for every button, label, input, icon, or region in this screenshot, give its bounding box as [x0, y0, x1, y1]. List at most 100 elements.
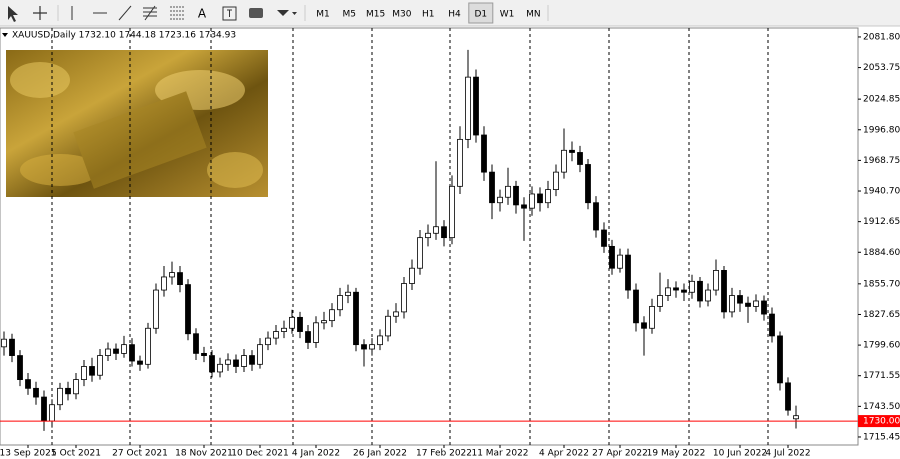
axes: 2081.80 2053.75 2024.85 1996.80 1968.75 1940.… — [0, 28, 900, 459]
timeframe-button[interactable]: H4 — [448, 10, 461, 20]
candle-body — [569, 149, 575, 153]
candle-body — [545, 189, 551, 204]
crosshair-tool[interactable] — [33, 6, 47, 20]
fibo-tool[interactable] — [170, 6, 184, 20]
y-tick-label: 2053.75 — [863, 63, 900, 73]
candle-body — [601, 229, 607, 247]
cursor-tool[interactable] — [8, 6, 18, 22]
candle-body — [241, 355, 247, 367]
y-tick-label: 2024.85 — [863, 95, 900, 105]
gold-image-texture — [10, 62, 263, 189]
candle-body — [769, 313, 775, 337]
candle-body — [153, 289, 159, 329]
candle-body — [313, 322, 319, 343]
candle-body — [617, 254, 623, 269]
candle-body — [377, 335, 383, 346]
candle-body — [273, 331, 279, 339]
candle-body — [497, 196, 503, 204]
candle-body — [481, 134, 487, 173]
candle-body — [185, 284, 191, 335]
candle-body — [697, 280, 703, 302]
candle-body — [65, 387, 71, 395]
timeframe-button[interactable]: M1 — [316, 10, 330, 20]
candle-body — [97, 355, 103, 376]
candle-body — [337, 295, 343, 311]
candle-body — [393, 311, 399, 317]
candle-body — [401, 283, 407, 313]
candle-body — [249, 355, 255, 365]
y-tick-label: 1996.80 — [863, 125, 900, 135]
candle-body — [121, 344, 127, 354]
toolbar: A M1 M5 M15 M30 H1 H4 D1 W1 MN — [0, 0, 900, 27]
x-tick-label: 19 May 2022 — [647, 449, 706, 459]
trendline-tool[interactable] — [118, 5, 132, 21]
candle-body — [265, 337, 271, 346]
label-tool[interactable] — [222, 6, 237, 21]
candle-body — [609, 245, 615, 269]
candle-body — [409, 267, 415, 284]
candle-body — [385, 315, 391, 337]
timeframe-bar: M1 M5 M15 M30 H1 H4 D1 W1 MN — [316, 2, 541, 24]
candle-body — [633, 289, 639, 324]
timeframe-button[interactable]: MN — [526, 10, 541, 20]
y-tick-label: 2081.80 — [863, 32, 900, 42]
timeframe-button[interactable]: W1 — [500, 10, 515, 20]
timeframe-button[interactable]: M15 — [366, 10, 385, 20]
x-tick-label: 4 Apr 2022 — [539, 449, 589, 459]
candle-body — [417, 237, 423, 269]
candle-body — [761, 300, 767, 315]
chart-menu-arrow[interactable] — [2, 33, 8, 37]
channel-tool[interactable] — [143, 5, 157, 21]
candle-body — [297, 316, 303, 332]
candle-body — [537, 193, 543, 204]
timeframe-button[interactable]: M5 — [343, 10, 357, 20]
x-tick-label: 17 Feb 2022 — [416, 449, 472, 459]
candle-body — [649, 306, 655, 329]
candle-body — [553, 171, 559, 191]
shapes-tool[interactable] — [249, 8, 263, 18]
candle-body — [1, 338, 7, 348]
candle-body — [489, 171, 495, 204]
candle-body — [225, 359, 231, 365]
candle-body — [521, 204, 527, 209]
candle-body — [713, 270, 719, 291]
dropdown-arrow[interactable] — [292, 12, 297, 15]
price-label: 1730.00 — [863, 417, 900, 427]
candle-body — [425, 232, 431, 239]
candle-body — [201, 352, 207, 356]
x-tick-label: 10 Dec 2021 — [231, 449, 289, 459]
candle-body — [777, 335, 783, 384]
candle-body — [233, 359, 239, 367]
text-tool[interactable]: A — [198, 7, 207, 21]
timeframe-button[interactable]: H1 — [422, 10, 435, 20]
candle-body — [513, 185, 519, 206]
candle-body — [25, 379, 31, 389]
chart-title: XAUUSD,Daily 1732.10 1744.18 1723.16 173… — [12, 31, 236, 41]
candle-body — [585, 164, 591, 204]
x-tick-label: 11 Mar 2022 — [471, 449, 528, 459]
candle-body — [561, 149, 567, 173]
y-tick-label: 1827.65 — [863, 310, 900, 320]
price-label-bg — [858, 415, 900, 428]
x-tick-label: 26 Jan 2022 — [353, 449, 407, 459]
candle-body — [217, 363, 223, 373]
candle-body — [353, 291, 359, 346]
candle-body — [33, 387, 39, 398]
candle-body — [105, 348, 111, 356]
timeframe-button[interactable]: D1 — [474, 10, 487, 20]
candle-body — [657, 295, 663, 307]
candle-body — [681, 289, 687, 293]
candle-body — [593, 202, 599, 231]
candle-body — [449, 185, 455, 239]
candle-body — [329, 309, 335, 322]
candle-body — [721, 270, 727, 313]
candle-body — [625, 254, 631, 291]
y-tick-label: 1715.45 — [863, 432, 900, 442]
timeframe-button[interactable]: M30 — [392, 10, 411, 20]
candle-body — [473, 76, 479, 136]
candle-body — [305, 331, 311, 343]
candle-body — [465, 76, 471, 140]
candle-body — [577, 152, 583, 165]
arrows-tool[interactable] — [277, 10, 289, 16]
